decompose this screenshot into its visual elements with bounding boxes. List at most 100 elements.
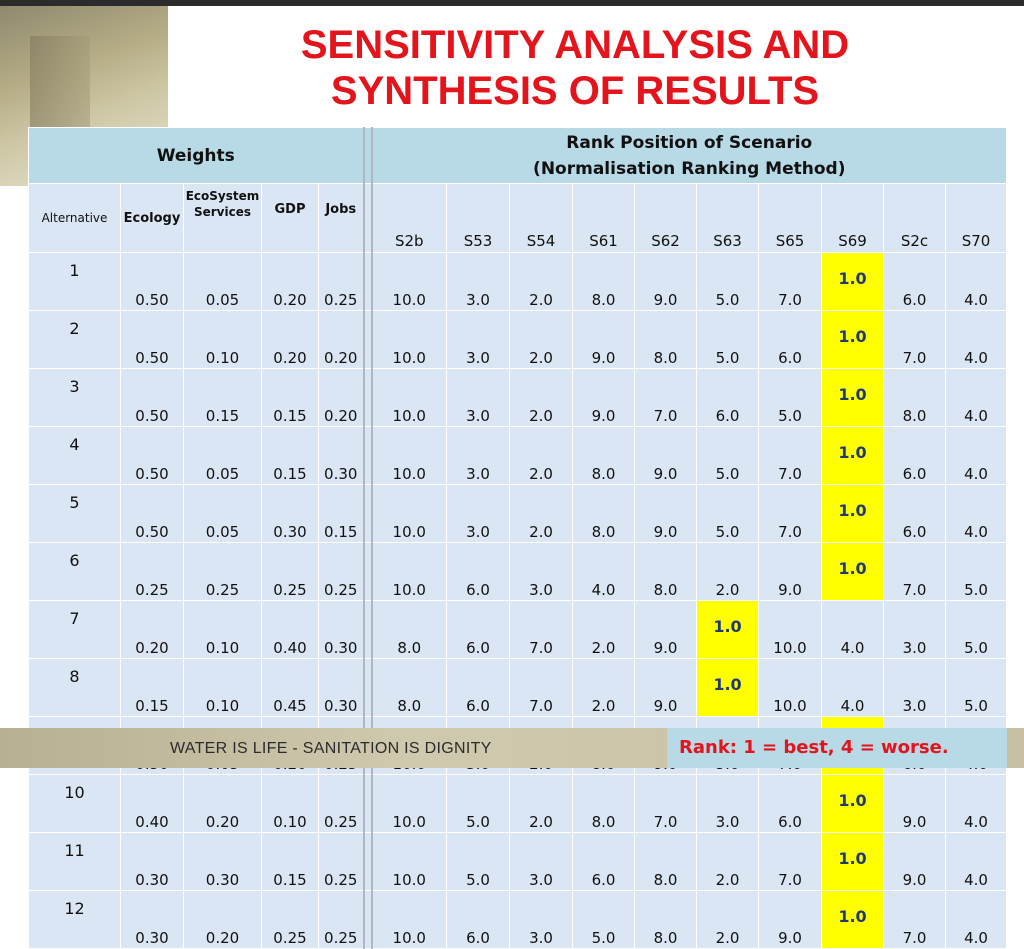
rank-cell: 4.0 xyxy=(944,774,1008,833)
rank-cell: 9.0 xyxy=(758,542,822,601)
weight-cell: 0.40 xyxy=(120,774,184,833)
rank-cell: 5.0 xyxy=(446,832,510,891)
rank-cell: 5.0 xyxy=(944,658,1008,717)
column-separator xyxy=(362,484,373,543)
rank-cell: 7.0 xyxy=(634,774,697,833)
weight-cell: 0.20 xyxy=(318,310,364,369)
rank-cell: 9.0 xyxy=(572,310,635,369)
rank-cell: 5.0 xyxy=(944,542,1008,601)
rank-cell: 9.0 xyxy=(883,774,946,833)
rank-cell: 2.0 xyxy=(509,426,573,485)
rank-cell: 2.0 xyxy=(509,252,573,311)
rank-cell: 8.0 xyxy=(634,310,697,369)
rank-cell: 3.0 xyxy=(883,658,946,717)
best-rank-cell: 1.0 xyxy=(696,658,759,717)
scenario-header-s69: S69 xyxy=(821,183,884,253)
alternative-number: 7 xyxy=(28,600,121,659)
rank-cell: 5.0 xyxy=(572,890,635,949)
rank-cell: 8.0 xyxy=(634,542,697,601)
col-alternative-header: Alternative xyxy=(28,183,121,253)
rank-cell: 7.0 xyxy=(883,542,946,601)
rank-cell: 6.0 xyxy=(572,832,635,891)
rank-cell: 3.0 xyxy=(696,774,759,833)
table-row: 11 0.30 0.30 0.15 0.25 10.0 5.0 3.0 6.0 8.0 2.0 7.0… xyxy=(28,832,1008,891)
weight-cell: 0.30 xyxy=(261,484,319,543)
weight-cell: 0.50 xyxy=(120,368,184,427)
footer-slogan: WATER IS LIFE - SANITATION IS DIGNITY xyxy=(170,740,492,757)
rank-cell: 4.0 xyxy=(572,542,635,601)
scenario-header-s2b: S2b xyxy=(371,183,447,253)
results-table: Weights Rank Position of Scenario (Norma… xyxy=(28,127,1008,949)
rank-cell: 6.0 xyxy=(758,310,822,369)
weight-cell: 0.50 xyxy=(120,252,184,311)
rank-legend: Rank: 1 = best, 4 = worse. xyxy=(667,728,1007,768)
rank-cell: 10.0 xyxy=(371,368,447,427)
rank-cell: 10.0 xyxy=(371,426,447,485)
rank-cell: 3.0 xyxy=(446,252,510,311)
rank-cell: 7.0 xyxy=(758,426,822,485)
weight-cell: 0.10 xyxy=(261,774,319,833)
rank-cell: 10.0 xyxy=(371,890,447,949)
best-rank-cell: 1.0 xyxy=(821,542,884,601)
rank-cell: 5.0 xyxy=(758,368,822,427)
table-row: 1 0.50 0.05 0.20 0.25 10.0 3.0 2.0 8.0 9.0 5.0 7.0 1… xyxy=(28,252,1008,311)
column-separator xyxy=(362,368,373,427)
rank-cell: 10.0 xyxy=(371,484,447,543)
weight-cell: 0.15 xyxy=(318,484,364,543)
scenario-header-s70: S70 xyxy=(944,183,1008,253)
column-separator xyxy=(362,774,373,833)
table-row: 12 0.30 0.20 0.25 0.25 10.0 6.0 3.0 5.0 8.0 2.0 9.0… xyxy=(28,890,1008,949)
rank-cell: 6.0 xyxy=(883,426,946,485)
weight-cell: 0.25 xyxy=(318,252,364,311)
col-jobs-header: Jobs xyxy=(318,183,364,253)
rank-cell: 6.0 xyxy=(883,252,946,311)
best-rank-cell: 1.0 xyxy=(821,426,884,485)
table-row: 4 0.50 0.05 0.15 0.30 10.0 3.0 2.0 8.0 9.0 5.0 7.0 1… xyxy=(28,426,1008,485)
table-row: 7 0.20 0.10 0.40 0.30 8.0 6.0 7.0 2.0 9.0 1.0 10.0 4… xyxy=(28,600,1008,659)
rank-cell: 10.0 xyxy=(371,774,447,833)
rank-cell: 9.0 xyxy=(634,658,697,717)
rank-cell: 2.0 xyxy=(509,310,573,369)
rank-header: Rank Position of Scenario (Normalisation… xyxy=(370,127,1008,184)
best-rank-cell: 1.0 xyxy=(821,890,884,949)
col-ecosystem-services-header: EcoSystem Services xyxy=(183,183,262,253)
column-separator xyxy=(362,426,373,485)
rank-header-line-1: Rank Position of Scenario xyxy=(566,132,813,153)
rank-cell: 8.0 xyxy=(572,774,635,833)
weight-cell: 0.25 xyxy=(261,542,319,601)
best-rank-cell: 1.0 xyxy=(821,484,884,543)
rank-cell: 9.0 xyxy=(634,600,697,659)
column-separator xyxy=(362,658,373,717)
weight-cell: 0.20 xyxy=(318,368,364,427)
alternative-number: 4 xyxy=(28,426,121,485)
scenario-header-s61: S61 xyxy=(572,183,635,253)
table-header-row-1: Weights Rank Position of Scenario (Norma… xyxy=(28,127,1008,184)
weight-cell: 0.30 xyxy=(318,600,364,659)
best-rank-cell: 1.0 xyxy=(821,252,884,311)
rank-cell: 5.0 xyxy=(696,252,759,311)
weight-cell: 0.25 xyxy=(261,890,319,949)
rank-cell: 7.0 xyxy=(758,832,822,891)
scenario-header-s63: S63 xyxy=(696,183,759,253)
rank-cell: 10.0 xyxy=(371,252,447,311)
weight-cell: 0.30 xyxy=(120,832,184,891)
rank-cell: 2.0 xyxy=(696,890,759,949)
rank-cell: 9.0 xyxy=(883,832,946,891)
rank-cell: 6.0 xyxy=(758,774,822,833)
rank-cell: 5.0 xyxy=(696,310,759,369)
weight-cell: 0.20 xyxy=(261,252,319,311)
rank-cell: 8.0 xyxy=(572,484,635,543)
weight-cell: 0.25 xyxy=(318,832,364,891)
rank-cell: 6.0 xyxy=(446,542,510,601)
best-rank-cell: 1.0 xyxy=(696,600,759,659)
rank-cell: 4.0 xyxy=(821,600,884,659)
rank-cell: 10.0 xyxy=(758,600,822,659)
column-separator xyxy=(362,890,373,949)
col-ecology-header: Ecology xyxy=(120,183,184,253)
table-header-row-2: Alternative Ecology EcoSystem Services GDP J… xyxy=(28,183,1008,253)
best-rank-cell: 1.0 xyxy=(821,832,884,891)
rank-cell: 5.0 xyxy=(696,426,759,485)
weight-cell: 0.15 xyxy=(261,368,319,427)
rank-cell: 3.0 xyxy=(883,600,946,659)
rank-cell: 9.0 xyxy=(634,252,697,311)
